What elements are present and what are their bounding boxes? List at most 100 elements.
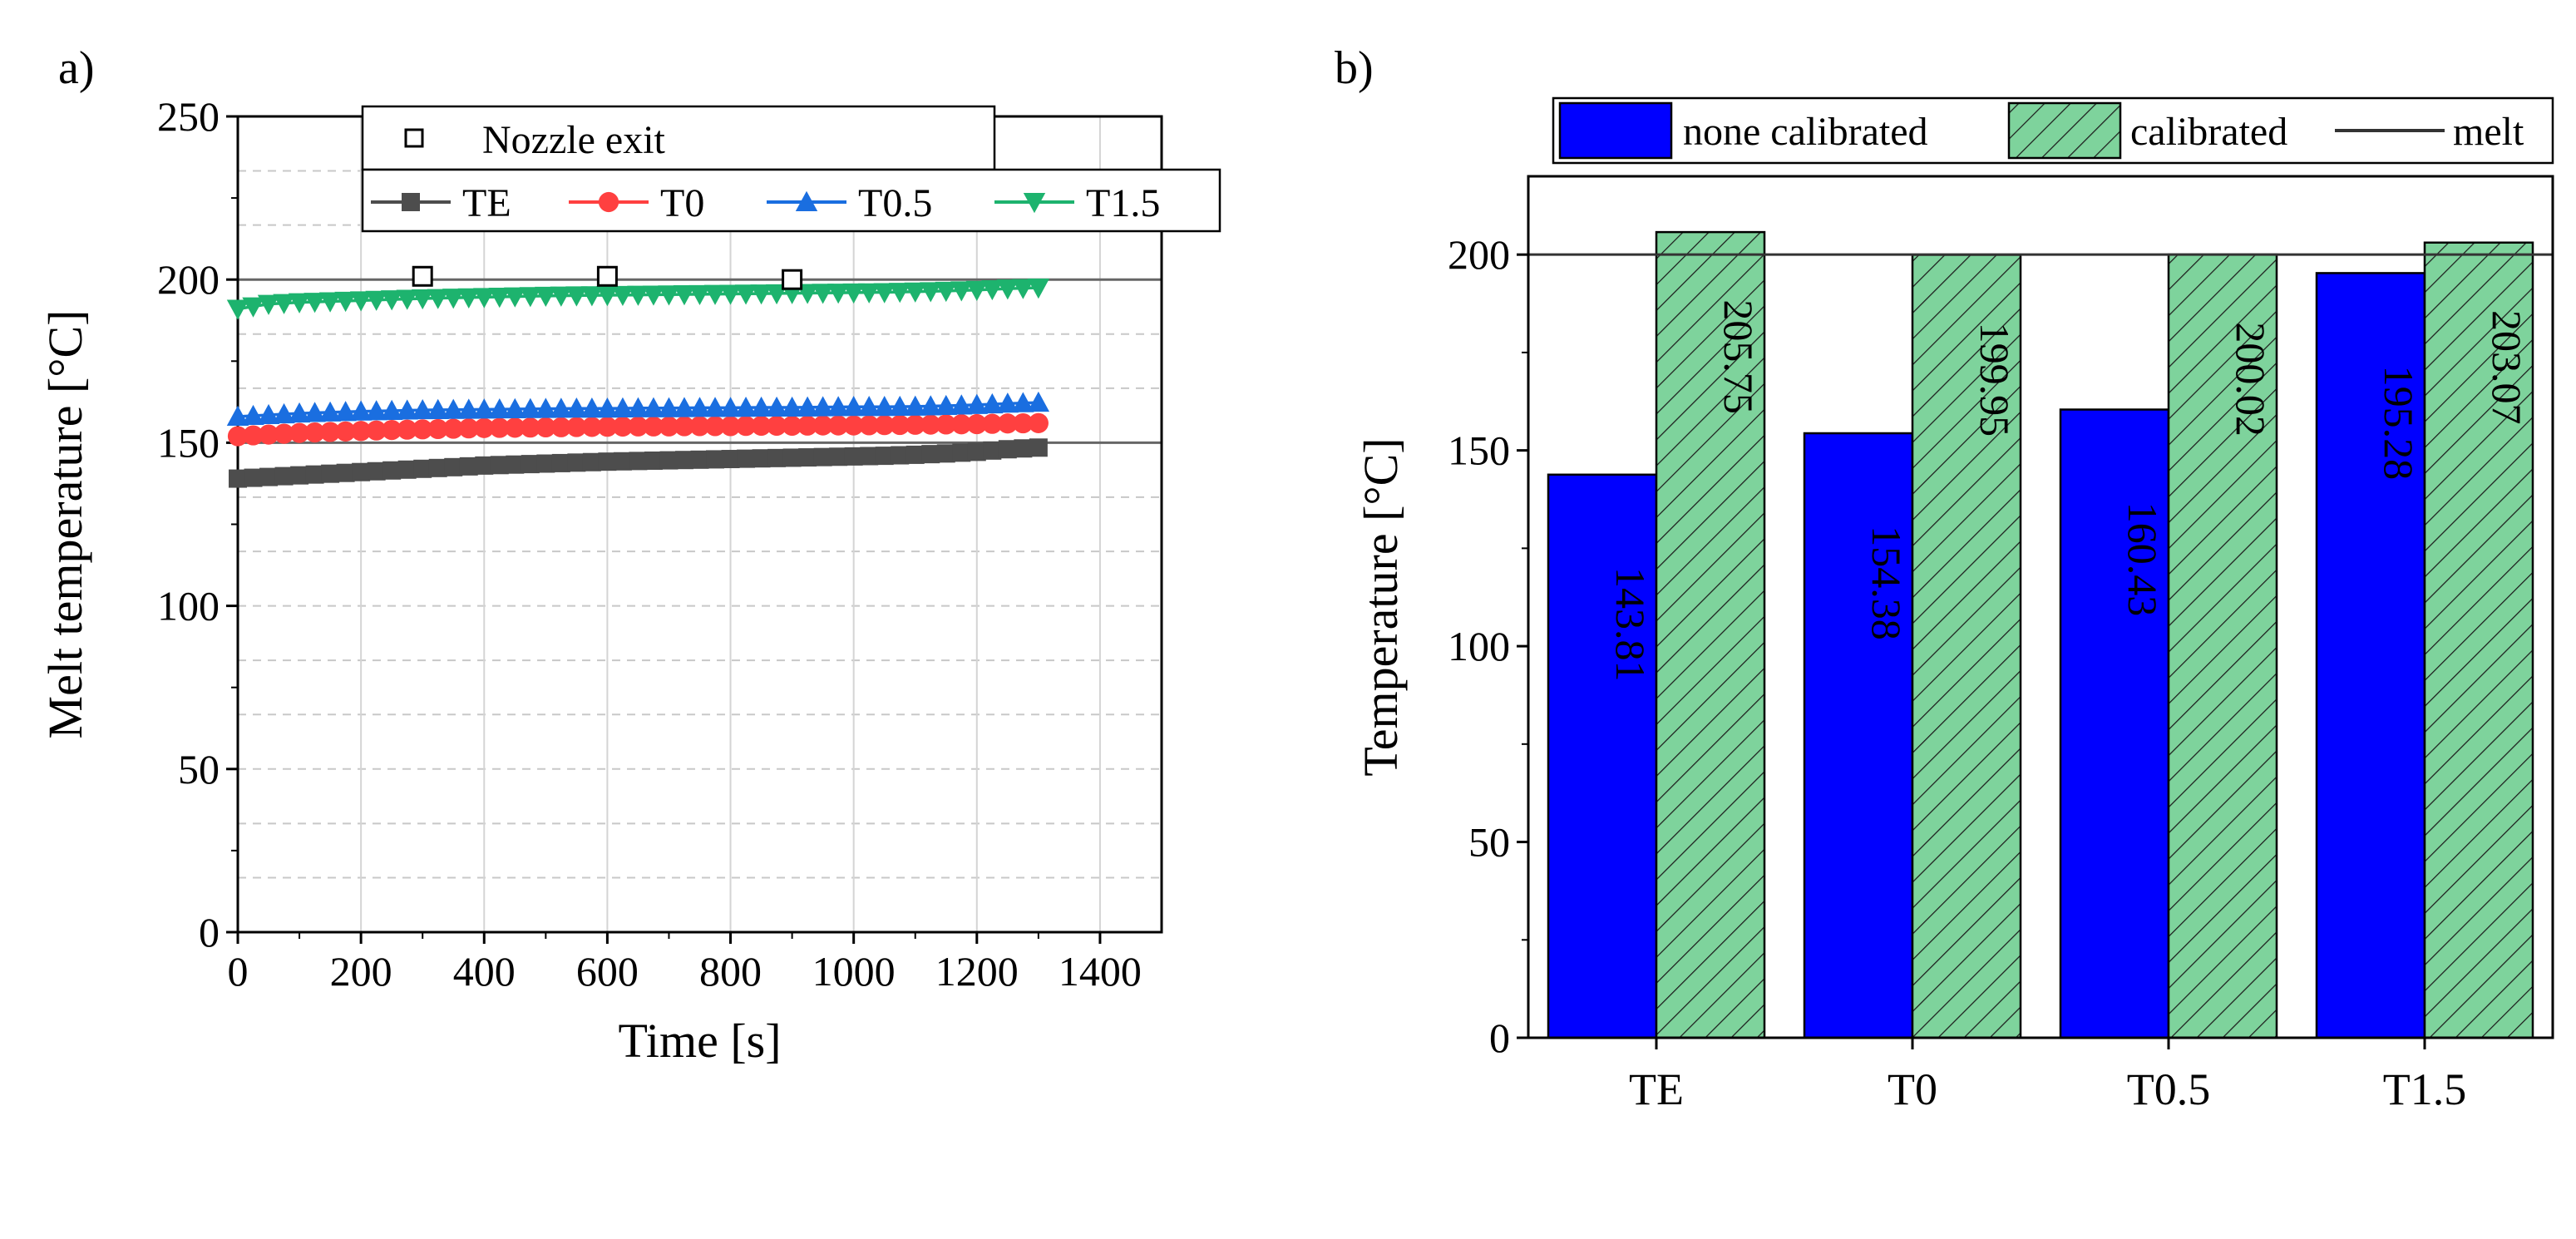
bar-none-calibrated-T0 (1803, 432, 1914, 1039)
data-point-TE (521, 455, 540, 474)
data-point-T0.5 (857, 396, 881, 417)
data-point-TE (274, 466, 294, 486)
data-point-T0.5 (642, 397, 665, 417)
data-point-T0.5 (719, 397, 742, 417)
legend-label-TE: TE (462, 181, 511, 225)
data-point-T0 (289, 422, 310, 443)
data-point-T0.5 (673, 397, 696, 417)
y-axis-label: Temperature [°C] (1354, 437, 1408, 776)
data-point-T0 (474, 417, 495, 438)
data-point-T0 (581, 417, 602, 437)
data-point-T0.5 (996, 392, 1019, 413)
data-point-T0 (1028, 412, 1049, 433)
data-point-T0 (982, 413, 1003, 434)
data-point-T0 (766, 415, 787, 437)
data-point-TE (875, 447, 894, 466)
data-point-TE (844, 447, 863, 466)
data-point-T1.5 (812, 284, 834, 304)
data-point-T0.5 (303, 402, 326, 422)
data-point-T0 (550, 417, 571, 437)
y-tick-label: 0 (199, 909, 220, 955)
data-point-T0 (505, 417, 526, 438)
data-point-T0 (720, 416, 741, 437)
data-point-TE (659, 451, 679, 470)
data-point-T1.5 (596, 286, 619, 307)
data-point-T1.5 (827, 284, 850, 304)
x-tick-label: 200 (330, 948, 392, 995)
y-tick-label: 50 (178, 746, 220, 792)
data-point-T1.5 (1012, 279, 1034, 299)
data-point-T1.5 (273, 294, 295, 314)
data-point-T1.5 (734, 284, 758, 305)
data-point-T0 (843, 415, 864, 436)
x-tick-label: TE (1629, 1064, 1684, 1114)
data-point-TE (413, 459, 432, 478)
data-point-T1.5 (288, 293, 311, 313)
x-axis-label: Time [s] (618, 1014, 781, 1068)
data-point-T0.5 (750, 396, 772, 417)
data-point-T1.5 (627, 285, 649, 306)
data-point-T0 (320, 422, 341, 442)
data-point-T0 (412, 419, 433, 440)
legend-marker-T0 (598, 191, 619, 213)
legend-marker-T1.5 (1023, 193, 1046, 214)
data-point-TE (906, 445, 925, 464)
data-point-T0 (274, 423, 294, 444)
data-point-T0 (920, 414, 941, 435)
bar-value-label: 203.07 (2484, 310, 2530, 425)
bar-value-label: 154.38 (1863, 526, 1910, 640)
data-point-T1.5 (688, 284, 711, 306)
data-point-T1.5 (873, 283, 896, 304)
data-point-T0 (751, 415, 772, 437)
data-point-T0 (243, 425, 264, 446)
y-tick-label: 150 (1448, 427, 1510, 474)
data-point-T1.5 (380, 290, 403, 311)
data-point-T0.5 (1012, 392, 1034, 412)
data-point-T0.5 (981, 392, 1004, 414)
data-point-T1.5 (981, 279, 1004, 301)
data-point-T0 (366, 420, 387, 441)
data-point-TE (1029, 438, 1048, 457)
data-point-T0.5 (796, 396, 819, 417)
data-point-TE (259, 467, 279, 486)
legend-label-T0.5: T0.5 (858, 181, 932, 225)
nozzle-exit-point (596, 265, 618, 287)
data-point-T0.5 (781, 396, 803, 417)
data-point-T0.5 (658, 397, 680, 417)
data-point-T1.5 (226, 299, 249, 320)
data-point-T0 (674, 416, 695, 437)
data-point-T1.5 (365, 290, 387, 311)
bar-value-label: 205.75 (1715, 299, 1762, 414)
data-point-T0 (335, 421, 356, 442)
data-point-T1.5 (857, 283, 881, 304)
bar-calibrated-T1.5 (2423, 241, 2534, 1039)
data-point-TE (690, 450, 709, 469)
legend-swatch-calibrated (2007, 101, 2122, 160)
data-point-T0.5 (519, 397, 542, 418)
data-point-T0 (304, 422, 325, 443)
panel-a-line-chart: 0 50 100 150 200 250 0 200 400 600 800 1000 1200 1400… (38, 42, 1221, 1068)
bar-none-calibrated-TE (1547, 473, 1658, 1039)
data-point-TE (891, 446, 910, 465)
x-tick-label: 1200 (935, 948, 1019, 995)
data-point-T0 (782, 415, 802, 437)
data-point-T0 (351, 421, 372, 442)
data-point-T0 (258, 424, 279, 445)
legend-label-none-calibrated: none calibrated (1683, 110, 1928, 154)
data-point-T0.5 (473, 398, 496, 419)
data-point-TE (813, 447, 832, 466)
data-point-T0.5 (396, 399, 418, 420)
data-point-T1.5 (334, 291, 357, 313)
data-point-TE (336, 463, 355, 482)
data-point-T0 (890, 414, 910, 436)
nozzle-exit-point (782, 269, 803, 290)
data-point-T0 (597, 417, 618, 437)
data-point-T0.5 (842, 396, 865, 417)
data-point-T1.5 (1027, 279, 1050, 299)
data-point-T0 (874, 415, 895, 436)
data-point-T1.5 (303, 293, 326, 313)
x-tick-label: T0 (1888, 1064, 1937, 1114)
data-point-T1.5 (996, 279, 1019, 300)
data-point-T0.5 (550, 397, 573, 418)
y-tick-label: 100 (1448, 623, 1510, 669)
